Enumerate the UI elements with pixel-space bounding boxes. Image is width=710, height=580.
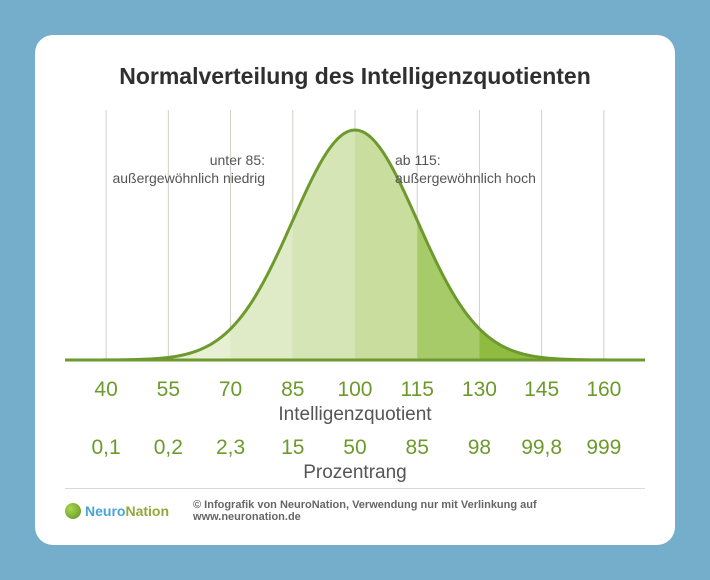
card: Normalverteilung des Intelligenzquotient… bbox=[35, 35, 675, 545]
iq-tick: 130 bbox=[448, 378, 510, 402]
percentile-axis-label: Prozentrang bbox=[65, 462, 645, 484]
footer-prefix: © Infografik von NeuroNation, Verwendung… bbox=[193, 499, 537, 511]
iq-tick: 160 bbox=[573, 378, 635, 402]
logo-icon bbox=[65, 503, 81, 519]
percentile-tick: 0,1 bbox=[75, 436, 137, 460]
chart-title: Normalverteilung des Intelligenzquotient… bbox=[65, 63, 645, 90]
iq-tick: 70 bbox=[199, 378, 261, 402]
footer-text: © Infografik von NeuroNation, Verwendung… bbox=[193, 499, 645, 523]
footer-link: www.neuronation.de bbox=[193, 511, 301, 523]
percentile-tick: 999 bbox=[573, 436, 635, 460]
iq-tick: 100 bbox=[324, 378, 386, 402]
iq-tick: 145 bbox=[511, 378, 573, 402]
iq-axis-label: Intelligenzquotient bbox=[65, 404, 645, 426]
bell-curve-svg bbox=[65, 110, 645, 370]
logo-part2: Nation bbox=[125, 503, 169, 519]
percentile-axis-ticks: 0,10,22,31550859899,8999 bbox=[65, 436, 645, 460]
percentile-tick: 98 bbox=[448, 436, 510, 460]
iq-tick: 85 bbox=[262, 378, 324, 402]
annotation-high-line1: ab 115: bbox=[395, 152, 441, 168]
annotation-high-line2: außergewöhnlich hoch bbox=[395, 170, 536, 186]
annotation-low-line2: außergewöhnlich niedrig bbox=[112, 170, 265, 186]
percentile-tick: 0,2 bbox=[137, 436, 199, 460]
logo: NeuroNation bbox=[65, 503, 169, 519]
iq-axis-ticks: 40557085100115130145160 bbox=[65, 378, 645, 402]
percentile-tick: 50 bbox=[324, 436, 386, 460]
iq-tick: 55 bbox=[137, 378, 199, 402]
annotation-high: ab 115: außergewöhnlich hoch bbox=[395, 152, 536, 187]
iq-tick: 115 bbox=[386, 378, 448, 402]
footer: NeuroNation © Infografik von NeuroNation… bbox=[65, 488, 645, 523]
chart-area: unter 85: außergewöhnlich niedrig ab 115… bbox=[65, 110, 645, 370]
percentile-tick: 2,3 bbox=[199, 436, 261, 460]
logo-part1: Neuro bbox=[85, 503, 125, 519]
percentile-tick: 85 bbox=[386, 436, 448, 460]
percentile-tick: 99,8 bbox=[511, 436, 573, 460]
iq-tick: 40 bbox=[75, 378, 137, 402]
annotation-low-line1: unter 85: bbox=[210, 152, 265, 168]
annotation-low: unter 85: außergewöhnlich niedrig bbox=[112, 152, 265, 187]
percentile-tick: 15 bbox=[262, 436, 324, 460]
